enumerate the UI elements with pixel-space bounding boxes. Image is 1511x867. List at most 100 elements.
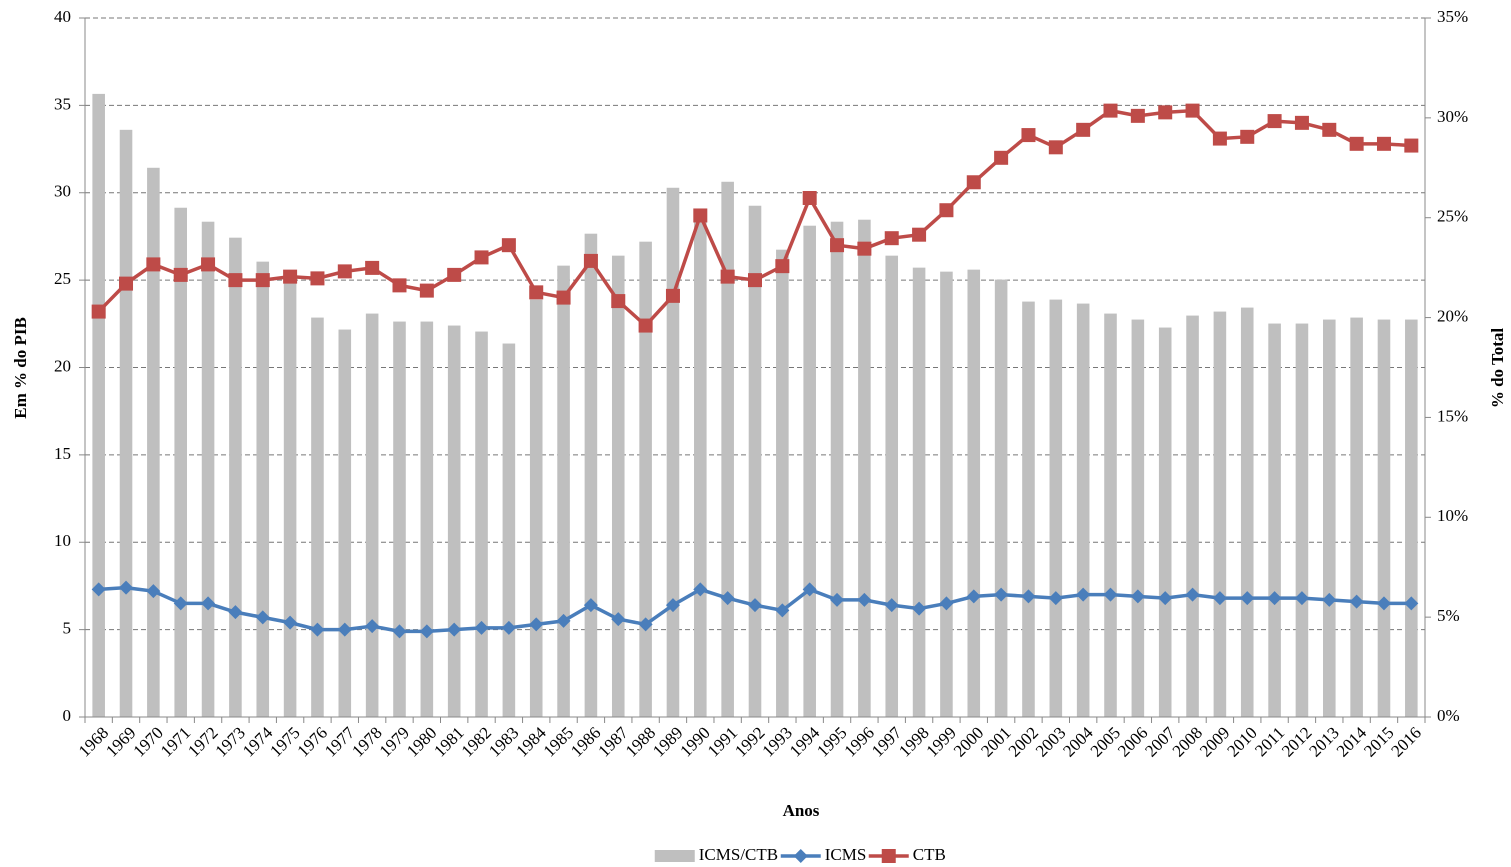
line-marker (392, 624, 407, 639)
line-marker (556, 290, 571, 305)
bar (1322, 319, 1336, 717)
line-marker (474, 620, 489, 635)
line-marker (419, 283, 434, 298)
line-marker (1404, 138, 1419, 153)
legend-marker (881, 849, 896, 863)
line-marker (1076, 122, 1091, 137)
line-marker (912, 601, 927, 616)
line-marker (665, 598, 680, 613)
line-marker (1349, 136, 1364, 151)
line-marker (1376, 136, 1391, 151)
line-marker (912, 227, 927, 242)
bar (694, 215, 707, 717)
line-marker (201, 257, 216, 272)
line-marker (665, 288, 680, 303)
legend-label: CTB (913, 845, 946, 864)
line-marker (1185, 103, 1200, 118)
bar (201, 221, 215, 718)
line-marker (228, 273, 243, 288)
line-marker (501, 238, 516, 253)
bar (475, 331, 488, 717)
line-marker (994, 587, 1009, 602)
line-marker (775, 259, 790, 274)
line-marker (201, 596, 216, 611)
line-marker (1103, 587, 1118, 602)
bar (1049, 299, 1063, 717)
bar (776, 249, 789, 717)
line-marker (1404, 596, 1419, 611)
line-marker (501, 620, 516, 635)
line-marker (857, 592, 872, 607)
line-marker (447, 267, 462, 282)
line-marker (337, 264, 352, 279)
bar (1158, 327, 1172, 717)
line-marker (419, 624, 434, 639)
bar (447, 325, 461, 717)
y2-tick-label: 15% (1437, 406, 1468, 425)
y2-tick-label: 5% (1437, 606, 1460, 625)
line-marker (1103, 103, 1118, 118)
bar (940, 271, 953, 717)
y-axis-title: Em % do PIB (11, 317, 30, 419)
line-marker (1267, 114, 1282, 129)
line-marker (884, 231, 899, 246)
line-marker (775, 603, 790, 618)
bar (666, 187, 680, 717)
line-marker (1021, 589, 1036, 604)
line-marker (365, 619, 380, 634)
y2-tick-label: 30% (1437, 107, 1468, 126)
line-marker (310, 622, 325, 637)
bar (502, 343, 516, 717)
line-marker (966, 589, 981, 604)
line-marker (173, 596, 188, 611)
line-marker (146, 257, 161, 272)
bar (748, 205, 762, 717)
bar (611, 255, 625, 717)
legend-marker (793, 849, 808, 863)
line-marker (91, 582, 106, 597)
bar (1240, 307, 1254, 717)
bar (858, 219, 871, 717)
line-marker (1294, 115, 1309, 130)
line-marker (802, 582, 817, 597)
line-marker (556, 613, 571, 628)
bar (1104, 313, 1117, 717)
bar (311, 317, 324, 717)
line-marker (1048, 140, 1063, 155)
bar (420, 321, 434, 717)
line-marker (1021, 128, 1036, 143)
line-marker (693, 208, 708, 223)
bar (393, 321, 406, 717)
bar (1131, 319, 1145, 717)
y2-axis-title: % do Total (1488, 328, 1507, 409)
line-marker (748, 598, 762, 613)
line-marker (857, 241, 872, 256)
bar (557, 265, 570, 717)
x-axis-title: Anos (783, 801, 820, 820)
line-marker (365, 260, 380, 275)
legend-label: ICMS/CTB (699, 845, 778, 864)
line-marker (720, 591, 735, 606)
grid (85, 17, 1425, 631)
y-tick-label: 0 (63, 706, 72, 725)
y-tick-label: 10 (54, 531, 71, 550)
line-marker (173, 267, 188, 282)
bar (119, 129, 133, 718)
bar (830, 221, 844, 718)
bar (721, 181, 734, 717)
bar (584, 233, 598, 718)
bar (256, 261, 270, 717)
line-marker (802, 190, 817, 205)
line-marker (1130, 589, 1145, 604)
bar (529, 299, 543, 717)
line-marker (1158, 105, 1173, 120)
bar (803, 225, 816, 717)
bar (1295, 323, 1309, 717)
line-marker (1158, 591, 1173, 606)
legend: ICMS/CTB ICMS CTB (654, 845, 946, 864)
line-marker (283, 615, 298, 630)
line-marker (1349, 594, 1364, 609)
bar (994, 279, 1008, 717)
bar (92, 93, 105, 718)
